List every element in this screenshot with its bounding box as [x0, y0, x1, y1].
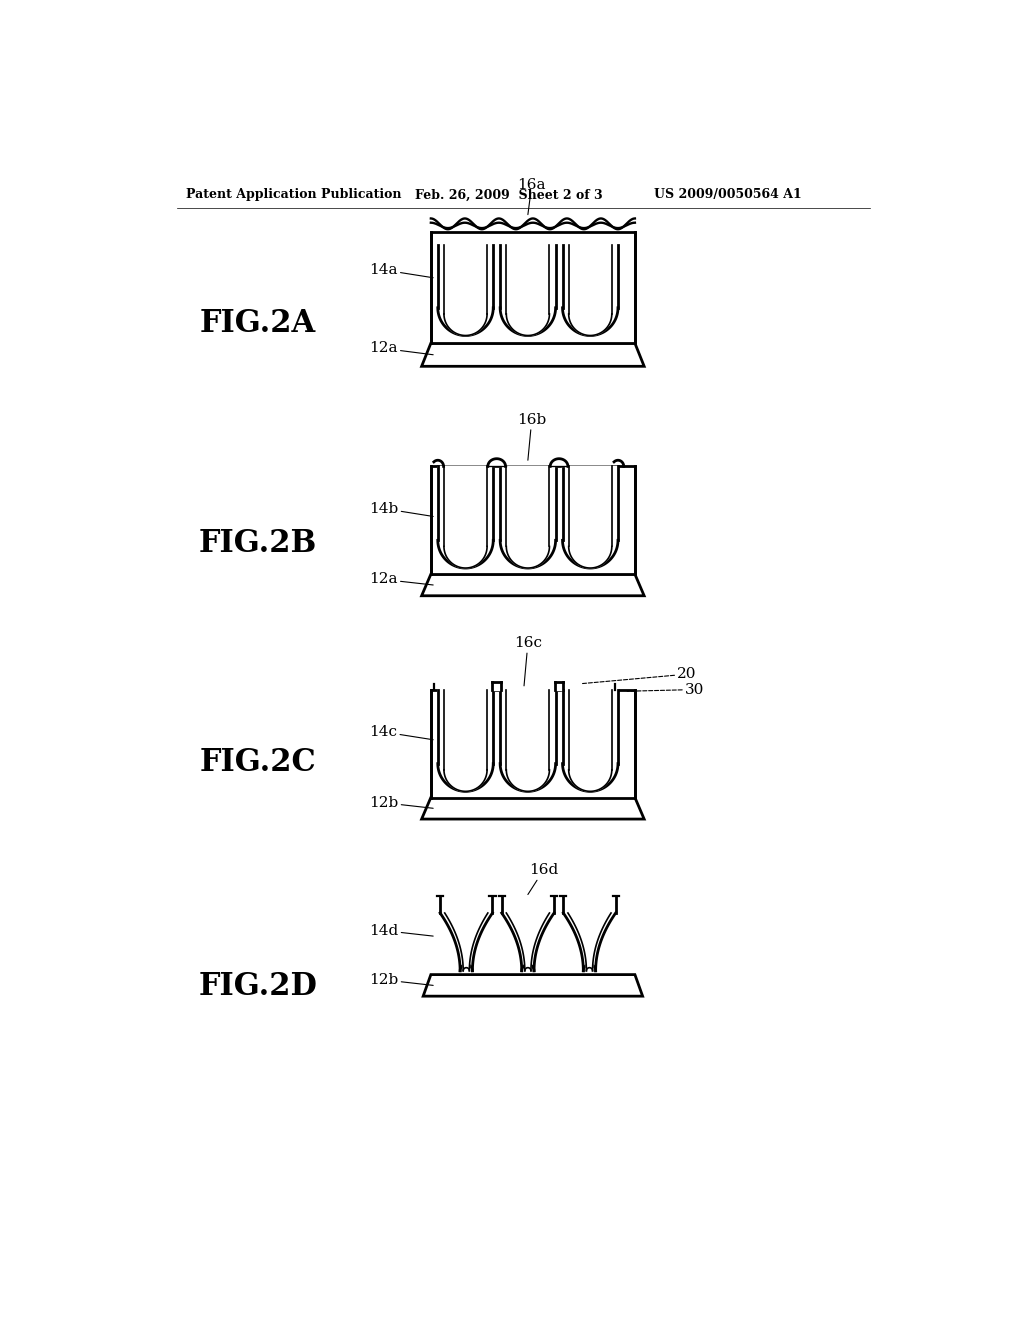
Polygon shape — [568, 913, 611, 970]
Polygon shape — [440, 913, 493, 970]
Polygon shape — [562, 246, 617, 335]
Polygon shape — [423, 974, 643, 997]
Polygon shape — [550, 459, 568, 466]
Text: FIG.2A: FIG.2A — [200, 309, 315, 339]
Polygon shape — [502, 913, 554, 970]
Polygon shape — [568, 246, 611, 335]
Polygon shape — [422, 797, 644, 818]
Text: 14d: 14d — [370, 924, 433, 937]
Polygon shape — [506, 689, 550, 791]
Text: 16b: 16b — [517, 413, 547, 461]
Polygon shape — [422, 343, 644, 367]
Text: 12b: 12b — [370, 796, 433, 809]
Text: Feb. 26, 2009  Sheet 2 of 3: Feb. 26, 2009 Sheet 2 of 3 — [416, 189, 603, 202]
Polygon shape — [431, 231, 635, 343]
Polygon shape — [562, 689, 617, 791]
Text: 14a: 14a — [370, 263, 433, 277]
Text: 16d: 16d — [528, 863, 558, 895]
Polygon shape — [506, 246, 550, 335]
Polygon shape — [568, 689, 611, 791]
Polygon shape — [555, 682, 563, 689]
Polygon shape — [431, 218, 635, 230]
Text: 12a: 12a — [370, 573, 433, 586]
Polygon shape — [500, 246, 556, 335]
Polygon shape — [506, 913, 550, 970]
Text: 16c: 16c — [514, 636, 542, 686]
Polygon shape — [438, 689, 494, 791]
Polygon shape — [500, 689, 556, 791]
Text: FIG.2C: FIG.2C — [200, 747, 316, 779]
Text: Patent Application Publication: Patent Application Publication — [186, 189, 401, 202]
Polygon shape — [431, 689, 635, 797]
Text: FIG.2B: FIG.2B — [199, 528, 316, 558]
Polygon shape — [444, 689, 487, 791]
Polygon shape — [506, 466, 550, 568]
Polygon shape — [444, 913, 487, 970]
Polygon shape — [444, 466, 487, 568]
Polygon shape — [568, 466, 611, 568]
Polygon shape — [422, 574, 644, 595]
Polygon shape — [487, 459, 506, 466]
Text: 14b: 14b — [370, 502, 433, 516]
Text: 20: 20 — [583, 667, 696, 684]
Text: FIG.2D: FIG.2D — [199, 970, 317, 1002]
Text: 30: 30 — [628, 682, 705, 697]
Polygon shape — [438, 246, 494, 335]
Polygon shape — [444, 246, 487, 335]
Text: 12a: 12a — [370, 342, 433, 355]
Text: 12b: 12b — [370, 973, 433, 987]
Polygon shape — [431, 466, 635, 574]
Polygon shape — [563, 913, 615, 970]
Text: US 2009/0050564 A1: US 2009/0050564 A1 — [654, 189, 802, 202]
Polygon shape — [493, 682, 501, 689]
Text: 16a: 16a — [517, 178, 546, 215]
Polygon shape — [500, 466, 556, 568]
Text: 14c: 14c — [370, 725, 433, 739]
Polygon shape — [562, 466, 617, 568]
Polygon shape — [438, 466, 494, 568]
